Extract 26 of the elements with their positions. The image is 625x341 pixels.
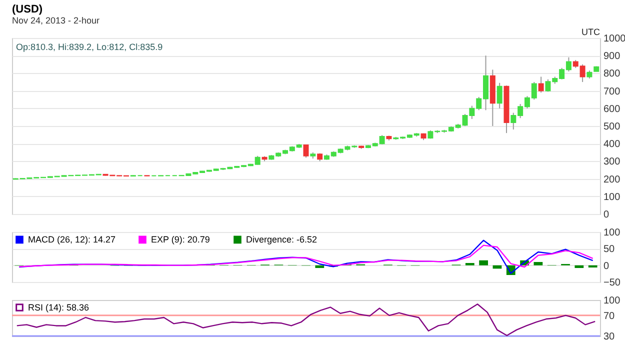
y-tick-label: 400: [604, 139, 621, 150]
y-tick-label: −50: [604, 278, 621, 288]
y-tick-label: 300: [604, 156, 621, 168]
text: UTC: [582, 27, 600, 37]
legend-label: RSI (14): 58.36: [28, 302, 90, 312]
y-tick-label: 30: [604, 332, 616, 341]
y-tick-label: 600: [604, 104, 621, 115]
y-tick-label: 100: [604, 228, 621, 238]
y-tick-label: 70: [604, 310, 616, 322]
y-tick-label: 100: [604, 192, 621, 203]
chart-subtitle: Nov 24, 2013 - 2-hour: [12, 16, 100, 26]
y-tick-label: 0: [604, 210, 610, 220]
y-tick-label: 200: [604, 174, 621, 186]
legend-label: EXP (9): 20.79: [151, 234, 210, 245]
y-tick-label: 500: [604, 122, 621, 132]
y-tick-label: 900: [604, 51, 621, 62]
y-tick-label: 0: [604, 260, 610, 272]
annotation: Op:810.3, Hi:839.2, Lo:812, Cl:835.9: [16, 42, 163, 52]
y-tick-label: 1000: [604, 34, 625, 44]
y-tick-label: 800: [604, 68, 621, 80]
y-tick-label: 700: [604, 86, 621, 98]
y-tick-label: 100: [604, 296, 621, 306]
y-tick-label: 50: [604, 244, 616, 256]
chart-title: (USD): [12, 4, 43, 16]
legend-label: MACD (26, 12): 14.27: [28, 234, 116, 245]
legend-label: Divergence: -6.52: [246, 234, 318, 245]
